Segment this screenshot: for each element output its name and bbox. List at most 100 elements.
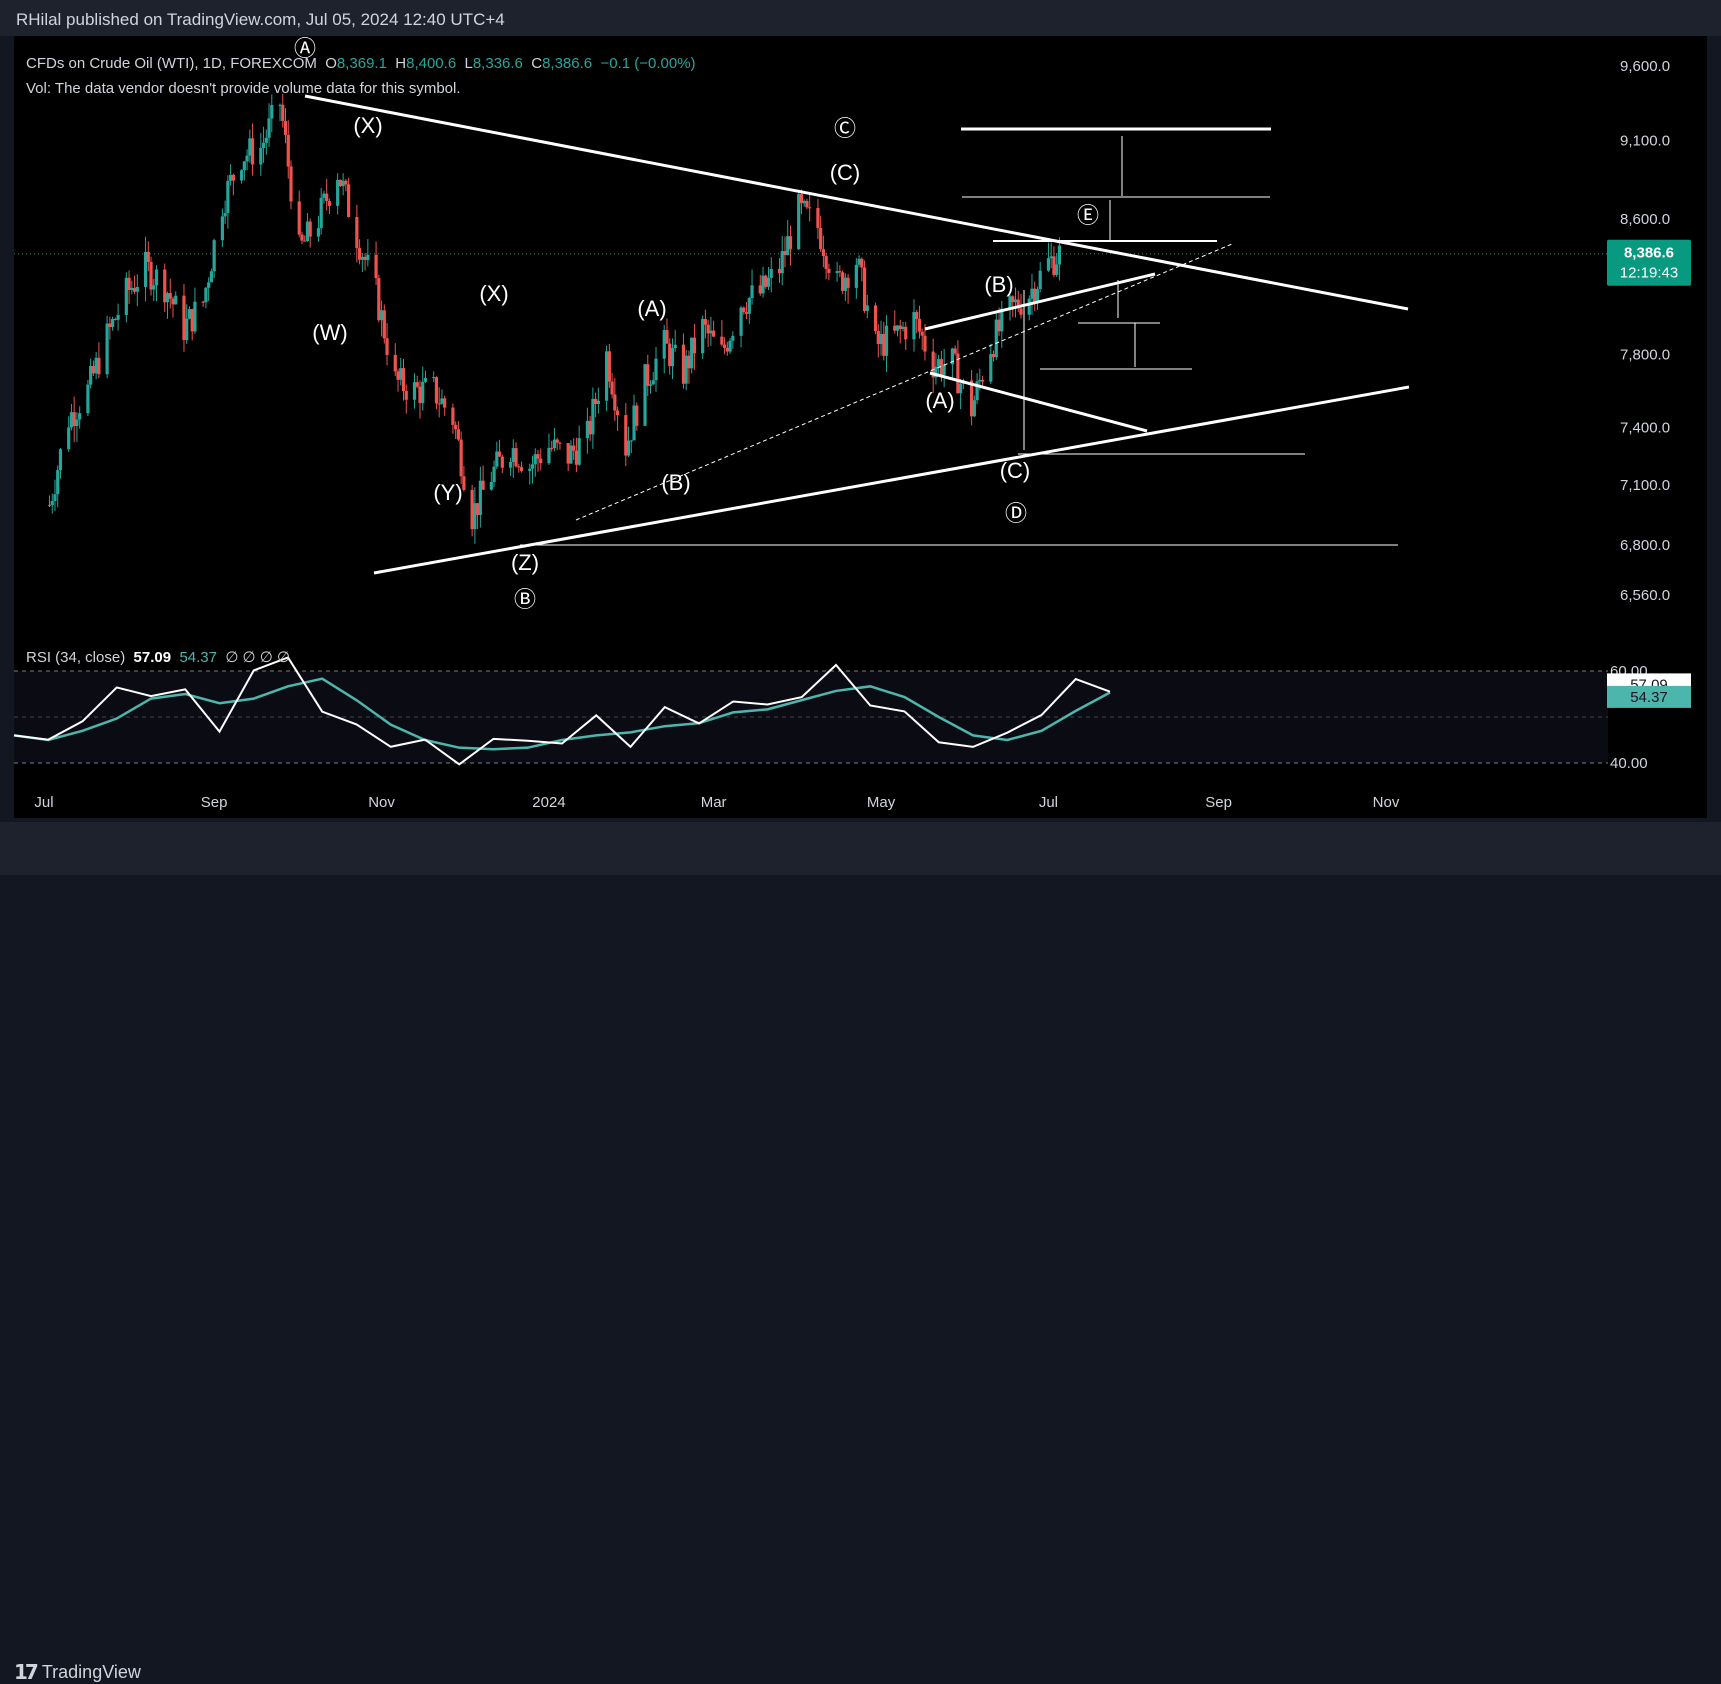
candle-body: [862, 267, 867, 311]
price-chart[interactable]: Ⓐ (X) (W) (X) (Y) (Z) Ⓑ (A) (B) Ⓒ (C) (B) (A) (C) Ⓓ Ⓔ 9…: [0, 0, 1721, 875]
symbol-legend: CFDs on Crude Oil (WTI), 1D, FOREXCOM O8…: [26, 55, 696, 72]
candle-body: [991, 354, 996, 358]
candle-body: [308, 221, 312, 237]
candle-body: [226, 180, 230, 214]
triangle-upper-trendline: [304, 94, 1409, 311]
candle-body: [744, 312, 749, 314]
candle-body: [451, 407, 455, 425]
candle-body: [89, 365, 93, 385]
x-tick-label: Nov: [1373, 794, 1400, 811]
candle-body: [615, 410, 620, 416]
y-tick-label: 8,600.0: [1620, 211, 1670, 228]
wave-label: (A): [925, 388, 954, 413]
candle-body: [111, 318, 115, 327]
candle-body: [1049, 256, 1053, 259]
candle-body: [725, 347, 729, 352]
tradingview-logo[interactable]: 17 TradingView: [14, 1660, 141, 1684]
candle-body: [566, 443, 570, 464]
candle-body: [456, 429, 461, 440]
candle-body: [327, 201, 332, 206]
candle-body: [723, 344, 727, 348]
candle-body: [113, 318, 117, 320]
candle-body: [473, 503, 477, 530]
candle-body: [720, 336, 724, 345]
flag-lower-line: [929, 371, 1148, 433]
candle-body: [953, 348, 957, 354]
candle-body: [654, 358, 658, 381]
candle-body: [297, 201, 301, 235]
candle-body: [358, 248, 362, 260]
candle-body: [231, 174, 235, 181]
y-tick-label: 6,800.0: [1620, 537, 1670, 554]
wave-label: (Z): [511, 550, 539, 575]
candle-body: [536, 454, 540, 459]
candle-body: [604, 351, 609, 401]
candle-body: [303, 240, 307, 242]
wave-label: (X): [353, 113, 382, 138]
candle-body: [882, 333, 886, 356]
candle-body: [632, 405, 636, 441]
candle-body: [750, 285, 754, 299]
candle-body: [270, 104, 274, 119]
candle-body: [939, 359, 944, 375]
candle-body: [171, 298, 175, 305]
candle-body: [492, 466, 496, 482]
candle-body: [379, 310, 384, 321]
candle-body: [130, 287, 134, 290]
candle-body: [283, 121, 288, 135]
candle-body: [264, 137, 268, 143]
candle-body: [377, 278, 381, 321]
candle-body: [242, 161, 246, 171]
candle-body: [124, 277, 128, 315]
candle-body: [209, 271, 214, 283]
candle-body: [289, 166, 293, 202]
candle-body: [786, 236, 790, 256]
candle-body: [281, 104, 285, 122]
candle-body: [959, 383, 963, 394]
candle-body: [508, 461, 513, 468]
rsi-ma-badge: [1607, 685, 1691, 708]
candle-body: [739, 307, 743, 336]
candle-body: [50, 501, 54, 506]
candle-body: [873, 305, 878, 332]
candle-body: [267, 118, 271, 138]
rsi-line: [13, 656, 1111, 766]
rsi-ma-line: [13, 677, 1111, 751]
rsi-extra: ∅ ∅ ∅ ∅: [225, 649, 291, 666]
candle-body: [533, 454, 537, 465]
candle-body: [728, 340, 732, 352]
candle-body: [1046, 258, 1051, 271]
candle-body: [250, 138, 255, 165]
candle-body: [165, 293, 170, 303]
wave-label: Ⓒ: [834, 116, 856, 141]
candle-body: [594, 398, 598, 405]
candle-body: [766, 277, 771, 287]
candle-body: [558, 442, 562, 444]
candle-body: [190, 309, 194, 332]
candle-body: [989, 354, 993, 382]
candle-body: [596, 400, 600, 405]
candle-body: [1008, 296, 1012, 309]
candle-body: [69, 412, 74, 428]
wave-label: (W): [312, 320, 347, 345]
candle-body: [895, 325, 900, 331]
candle-body: [1013, 299, 1018, 303]
triangle-lower-trendline: [373, 385, 1410, 575]
volume-note: Vol: The data vendor doesn't provide vol…: [26, 80, 461, 97]
candle-body: [344, 180, 348, 185]
candle-body: [212, 240, 216, 272]
candle-body: [316, 228, 321, 237]
candle-body: [143, 251, 148, 287]
price-badge-value: 8,386.6: [1624, 245, 1674, 262]
candle-body: [56, 470, 60, 495]
candle-body: [404, 391, 408, 400]
candle-body: [783, 251, 787, 256]
x-tick-label: Jul: [1039, 794, 1058, 811]
candle-body: [819, 227, 823, 250]
candle-body: [261, 142, 266, 149]
candle-body: [412, 382, 417, 400]
candle-body: [610, 381, 614, 395]
candle-body: [703, 318, 707, 325]
candle-body: [956, 353, 960, 394]
